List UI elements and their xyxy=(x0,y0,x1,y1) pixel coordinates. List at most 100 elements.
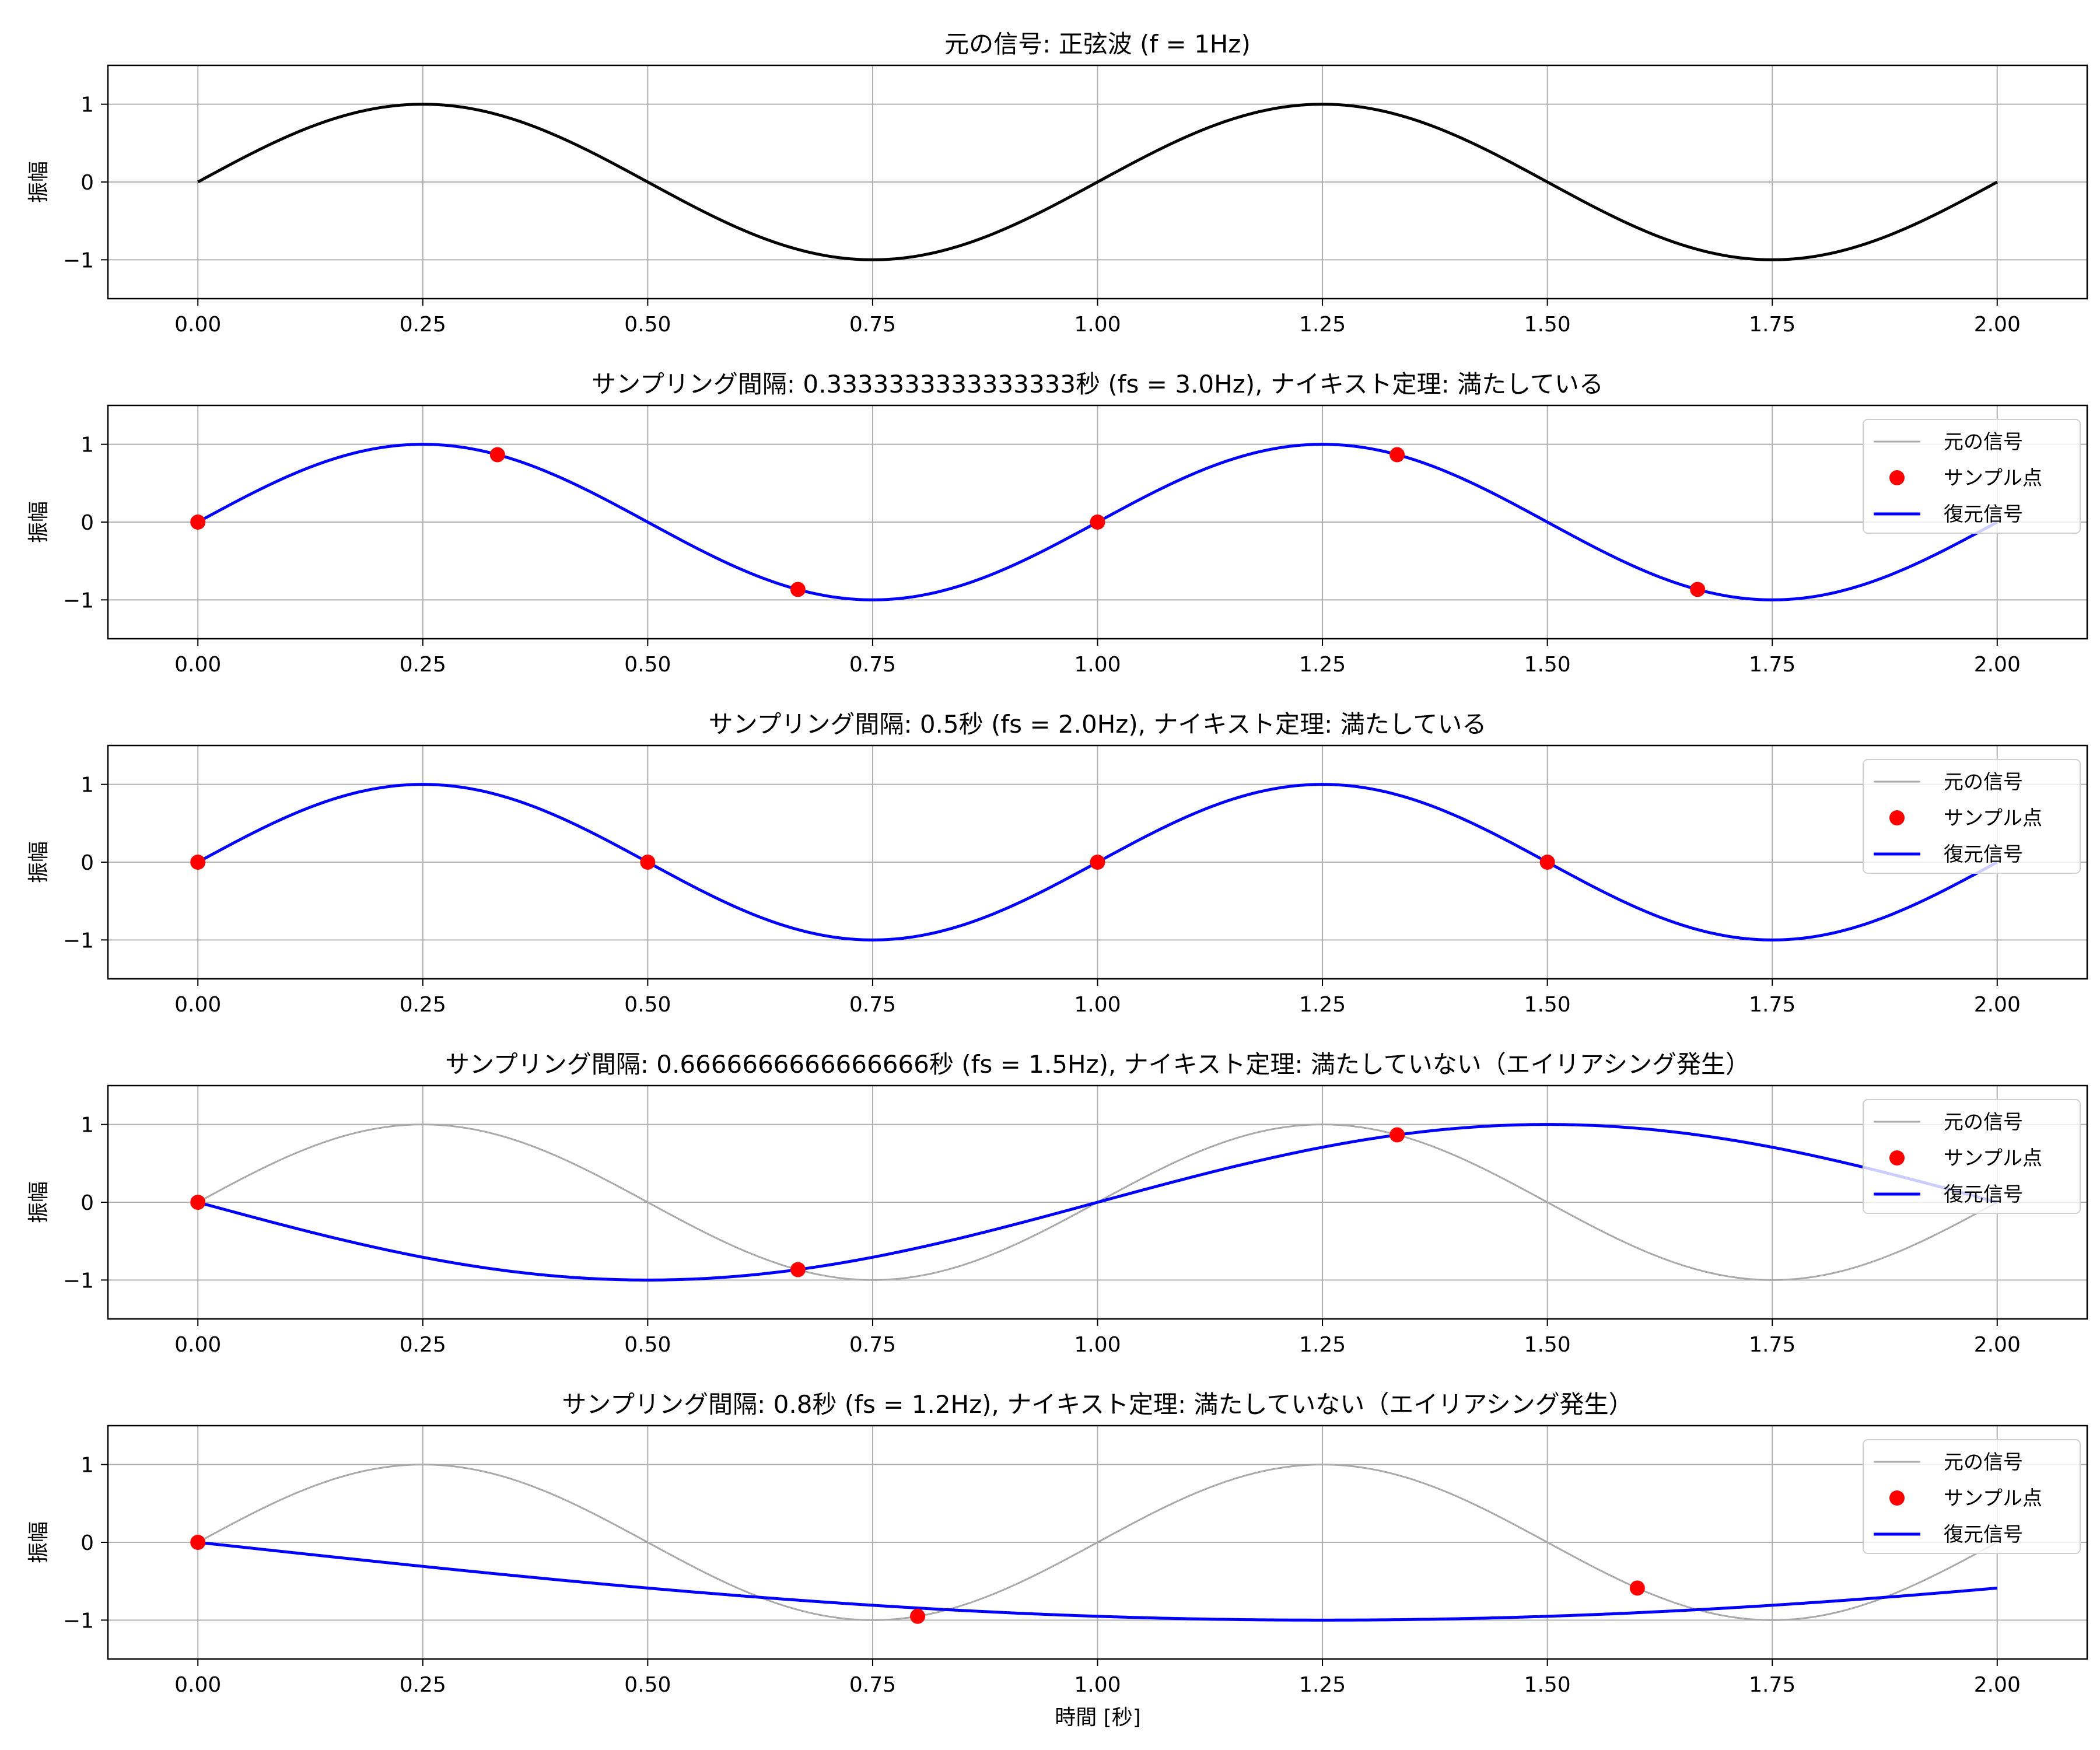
x-tick-label: 0.00 xyxy=(174,993,221,1017)
x-tick-label: 0.75 xyxy=(849,653,896,677)
sample-point xyxy=(1390,447,1405,463)
legend-box xyxy=(1863,1439,2081,1554)
x-tick-label: 1.25 xyxy=(1299,993,1346,1017)
sample-point xyxy=(190,1535,206,1550)
subplot-title: サンプリング間隔: 0.5秒 (fs = 2.0Hz), ナイキスト定理: 満た… xyxy=(709,710,1487,738)
x-tick-label: 2.00 xyxy=(1974,1673,2021,1697)
sample-point xyxy=(1090,855,1105,870)
sample-point xyxy=(1539,855,1555,870)
x-tick-label: 0.50 xyxy=(624,653,671,677)
legend-label: 復元信号 xyxy=(1944,843,2023,866)
legend-label: 復元信号 xyxy=(1944,1183,2023,1206)
x-tick-label: 0.50 xyxy=(624,313,671,337)
x-tick-label: 2.00 xyxy=(1974,313,2021,337)
x-tick-label: 0.75 xyxy=(849,1673,896,1697)
y-tick-label: 0 xyxy=(80,511,94,535)
sample-point xyxy=(910,1608,926,1624)
y-tick-label: 0 xyxy=(80,171,94,195)
x-tick-label: 1.50 xyxy=(1524,993,1571,1017)
y-tick-label: −1 xyxy=(63,589,94,612)
sample-point xyxy=(1690,582,1706,597)
x-tick-label: 0.50 xyxy=(624,1333,671,1357)
x-tick-label: 0.00 xyxy=(174,1333,221,1357)
x-tick-label: 1.75 xyxy=(1749,653,1796,677)
x-tick-label: 0.25 xyxy=(400,1333,446,1357)
x-tick-label: 0.75 xyxy=(849,993,896,1017)
x-tick-label: 1.00 xyxy=(1074,313,1121,337)
legend-label: サンプル点 xyxy=(1944,1147,2042,1170)
legend-label: 元の信号 xyxy=(1944,1111,2023,1134)
legend-label: 復元信号 xyxy=(1944,503,2023,526)
x-tick-label: 1.50 xyxy=(1524,1333,1571,1357)
sample-point xyxy=(790,582,806,597)
x-tick-label: 1.00 xyxy=(1074,993,1121,1017)
y-tick-label: −1 xyxy=(63,1609,94,1633)
x-tick-label: 0.25 xyxy=(400,993,446,1017)
y-tick-label: −1 xyxy=(63,249,94,272)
y-axis-label: 振幅 xyxy=(27,1181,51,1223)
x-tick-label: 1.75 xyxy=(1749,993,1796,1017)
x-tick-label: 1.25 xyxy=(1299,1673,1346,1697)
subplot-4: サンプリング間隔: 0.6666666666666666秒 (fs = 1.5H… xyxy=(27,1050,2088,1357)
x-tick-label: 1.50 xyxy=(1524,653,1571,677)
y-axis-label: 振幅 xyxy=(27,501,51,543)
sample-point xyxy=(1390,1127,1405,1143)
subplot-5: サンプリング間隔: 0.8秒 (fs = 1.2Hz), ナイキスト定理: 満た… xyxy=(27,1390,2088,1697)
sample-point xyxy=(190,855,206,870)
legend-label: 元の信号 xyxy=(1944,430,2023,454)
x-tick-label: 0.75 xyxy=(849,313,896,337)
subplot-1: 元の信号: 正弦波 (f = 1Hz) 0.00 0.25 0.50 0.75 1.00 1… xyxy=(27,30,2088,337)
y-tick-label: 0 xyxy=(80,1531,94,1555)
y-tick-label: 1 xyxy=(80,1454,94,1478)
x-tick-label: 1.00 xyxy=(1074,1333,1121,1357)
y-axis-label: 振幅 xyxy=(27,841,51,883)
x-tick-label: 0.25 xyxy=(400,313,446,337)
legend-marker-samples xyxy=(1889,1490,1905,1506)
x-tick-label: 0.50 xyxy=(624,993,671,1017)
legend-box xyxy=(1863,419,2081,534)
subplot-title: サンプリング間隔: 0.3333333333333333秒 (fs = 3.0H… xyxy=(592,370,1604,398)
x-tick-label: 1.00 xyxy=(1074,653,1121,677)
original-signal-line xyxy=(197,103,1998,261)
subplot-3: サンプリング間隔: 0.5秒 (fs = 2.0Hz), ナイキスト定理: 満た… xyxy=(27,710,2088,1017)
sample-point xyxy=(190,514,206,530)
legend-label: サンプル点 xyxy=(1944,1487,2042,1510)
legend-box xyxy=(1863,759,2081,874)
x-tick-label: 1.50 xyxy=(1524,313,1571,337)
sample-point xyxy=(1629,1580,1645,1596)
x-tick-label: 1.25 xyxy=(1299,653,1346,677)
sample-point xyxy=(489,447,505,463)
sample-point xyxy=(790,1262,806,1278)
legend-marker-samples xyxy=(1889,810,1905,825)
x-tick-label: 0.00 xyxy=(174,313,221,337)
reconstructed-signal-line xyxy=(197,1123,1998,1282)
x-tick-label: 0.25 xyxy=(400,653,446,677)
legend-marker-samples xyxy=(1889,1150,1905,1166)
x-tick-label: 0.00 xyxy=(174,1673,221,1697)
sample-point xyxy=(1090,514,1105,530)
legend-label: 元の信号 xyxy=(1944,1451,2023,1474)
y-tick-label: 1 xyxy=(80,1114,94,1138)
x-tick-label: 2.00 xyxy=(1974,653,2021,677)
x-tick-label: 1.25 xyxy=(1299,1333,1346,1357)
x-axis-label: 時間 [秒] xyxy=(1055,1706,1141,1730)
x-tick-label: 1.00 xyxy=(1074,1673,1121,1697)
reconstructed-signal-line xyxy=(197,1541,1997,1622)
y-tick-label: 1 xyxy=(80,774,94,797)
x-tick-label: 0.50 xyxy=(624,1673,671,1697)
subplot-title: サンプリング間隔: 0.6666666666666666秒 (fs = 1.5H… xyxy=(445,1050,1750,1079)
x-tick-label: 0.25 xyxy=(400,1673,446,1697)
legend-marker-samples xyxy=(1889,470,1905,485)
legend-label: 元の信号 xyxy=(1944,771,2023,794)
legend-label: サンプル点 xyxy=(1944,807,2042,830)
sample-point xyxy=(640,855,656,870)
legend-box xyxy=(1863,1099,2081,1214)
y-tick-label: 0 xyxy=(80,1191,94,1215)
y-tick-label: 1 xyxy=(80,93,94,117)
subplot-title: 元の信号: 正弦波 (f = 1Hz) xyxy=(944,30,1251,58)
y-axis-label: 振幅 xyxy=(27,161,51,203)
x-tick-label: 1.75 xyxy=(1749,1333,1796,1357)
